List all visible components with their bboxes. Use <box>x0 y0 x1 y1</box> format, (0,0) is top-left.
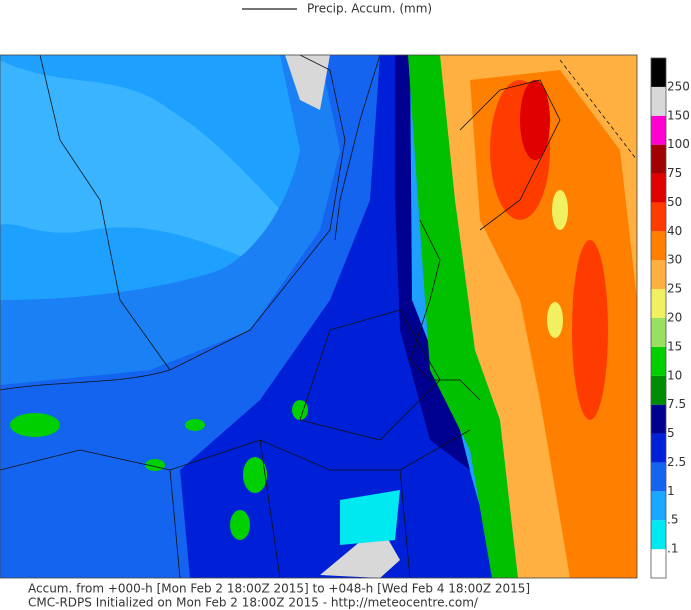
green-patch <box>185 419 205 431</box>
colorbar-label: 250 <box>667 79 690 93</box>
yellow-patch <box>547 302 563 338</box>
red-area <box>572 240 608 420</box>
legend-label: Precip. Accum. (mm) <box>307 2 432 16</box>
boundary-line <box>334 54 381 241</box>
green-patch <box>230 510 250 540</box>
colorbar-bin <box>651 433 666 463</box>
green-patch <box>292 400 308 420</box>
coastline <box>459 79 561 231</box>
colorbar-label: 10 <box>667 368 682 382</box>
colorbar-frame <box>650 57 667 579</box>
colorbar-label: 2.5 <box>667 455 686 469</box>
footer-line: Accum. from +000-h [Mon Feb 2 18:00Z 201… <box>28 582 530 596</box>
colorbar-bin <box>651 115 666 145</box>
colorbar-bin <box>651 520 666 550</box>
colorbar-bin <box>651 289 666 318</box>
coastline <box>409 219 481 401</box>
green-patch <box>243 457 267 493</box>
colorbar-bin <box>651 86 666 116</box>
colorbar-bin <box>651 173 666 203</box>
colorbar-label: 30 <box>667 253 682 267</box>
boundary-line <box>169 439 411 579</box>
colorbar-label: 150 <box>667 108 690 122</box>
green-strip <box>408 55 518 578</box>
colorbar-bin <box>651 375 666 405</box>
colorbar-bin <box>651 318 666 347</box>
heavy-precip-band <box>180 55 500 578</box>
colorbar: .1 .5 1 2.5 5 7.5 10 15 20 25 30 40 50 75 100 150 250 <box>650 57 690 579</box>
colorbar-bin <box>651 231 666 261</box>
colorbar-bin <box>651 462 666 492</box>
colorbar-label: 5 <box>667 426 675 440</box>
green-patch <box>10 413 60 437</box>
grey-patch <box>285 55 330 110</box>
colorbar-label: 100 <box>667 137 690 151</box>
colorbar-label: 20 <box>667 311 682 325</box>
colorbar-label: 50 <box>667 195 682 209</box>
yellow-patch <box>552 190 568 230</box>
light-precip-area <box>0 60 300 260</box>
colorbar-label: 7.5 <box>667 397 686 411</box>
cyan-patch <box>340 490 400 545</box>
colorbar-label: 25 <box>667 282 682 296</box>
precip-map <box>0 54 638 579</box>
dark-band <box>395 55 470 470</box>
colorbar-bin <box>651 58 666 87</box>
colorbar-label: .5 <box>667 513 678 527</box>
colorbar-label: 40 <box>667 224 682 238</box>
colorbar-bin <box>651 260 666 290</box>
colorbar-bin <box>651 144 666 174</box>
boundary-line <box>299 309 441 441</box>
colorbar-label: 15 <box>667 339 682 353</box>
colorbar-bin <box>651 202 666 232</box>
dark-red-area <box>520 80 550 160</box>
colorbar-bin <box>651 404 666 434</box>
boundary-line <box>39 54 171 371</box>
colorbar-label: 1 <box>667 484 675 498</box>
colorbar-bin <box>651 549 666 578</box>
footer-line: CMC-RDPS Initialized on Mon Feb 2 18:00Z… <box>28 596 479 610</box>
map-frame <box>0 54 638 579</box>
colorbar-bin <box>651 491 666 521</box>
colorbar-label: .1 <box>667 542 678 556</box>
boundary-line <box>559 59 638 161</box>
boundary-line <box>0 54 346 391</box>
colorbar-label: 75 <box>667 166 682 180</box>
moderate-precip-area <box>0 55 340 385</box>
colorbar-bin <box>651 346 666 376</box>
